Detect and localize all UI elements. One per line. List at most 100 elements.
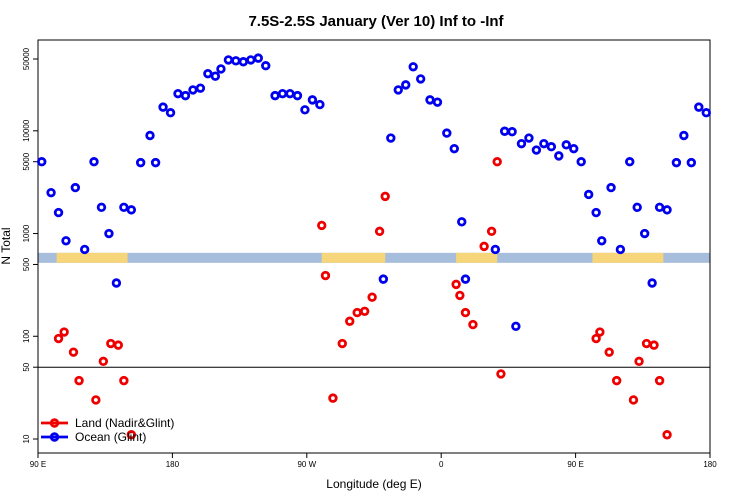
ocean-point <box>576 157 586 167</box>
land-point <box>53 333 64 344</box>
legend: Land (Nadir&Glint)Ocean (Glint) <box>41 416 174 444</box>
ocean-point <box>647 278 657 288</box>
land-point <box>367 292 377 302</box>
land-point <box>126 430 137 440</box>
ocean-point <box>386 133 396 143</box>
ocean-point <box>679 130 689 141</box>
ocean-point <box>393 85 403 95</box>
land-point <box>106 338 116 349</box>
ocean-point <box>180 90 191 101</box>
chart-title: 7.5S-2.5S January (Ver 10) Inf to -Inf <box>248 13 504 30</box>
land-point <box>611 375 622 386</box>
ocean-point <box>292 90 303 101</box>
ocean-point <box>119 202 129 213</box>
land-point <box>59 327 69 337</box>
land-point <box>359 306 370 317</box>
x-tick-label: 90 E <box>567 460 583 469</box>
land-point <box>641 338 652 349</box>
land-point <box>380 191 390 202</box>
ocean-point <box>686 157 697 168</box>
ocean-point <box>516 138 527 149</box>
y-axis: 10 50 100 500 1000 5000 10000 50000 <box>22 47 38 443</box>
land-segment <box>321 252 386 263</box>
land-point <box>496 369 506 379</box>
ocean-point <box>671 157 682 168</box>
ocean-point <box>300 105 310 115</box>
land-point <box>468 319 478 330</box>
ocean-point <box>53 207 64 218</box>
ocean-point <box>61 236 71 246</box>
legend-marker-land <box>49 418 60 428</box>
land-point <box>662 430 672 440</box>
ocean-point <box>554 151 564 161</box>
ocean-point <box>231 56 241 66</box>
x-tick-label: 90 W <box>297 460 316 469</box>
land-point <box>595 327 605 337</box>
ocean-point <box>457 217 467 227</box>
y-tick-label: 50000 <box>22 47 31 70</box>
ocean-point <box>701 108 711 118</box>
ocean-point <box>632 202 642 213</box>
ocean-point <box>70 182 81 193</box>
ocean-point <box>499 126 510 136</box>
y-tick-label: 100 <box>22 329 31 343</box>
ocean-point <box>37 157 47 167</box>
ocean-point <box>546 142 557 152</box>
ocean-point <box>432 97 443 107</box>
land-point <box>345 316 355 326</box>
x-axis-label: Longitude (deg E) <box>326 477 421 491</box>
data-points <box>37 53 711 440</box>
ocean-point <box>591 207 601 218</box>
land-point <box>352 307 362 318</box>
ocean-point <box>165 108 176 118</box>
ocean-point <box>46 187 56 198</box>
legend-label-land: Land (Nadir&Glint) <box>75 416 174 430</box>
y-tick-label: 50 <box>22 362 31 371</box>
ocean-point <box>662 205 672 215</box>
y-tick-label: 5000 <box>22 152 31 170</box>
ocean-point <box>511 321 521 332</box>
x-tick-label: 180 <box>703 460 717 469</box>
ocean-point <box>654 202 665 213</box>
ocean-point <box>270 90 280 101</box>
y-axis-label: N Total <box>0 227 13 264</box>
ocean-point <box>425 95 435 105</box>
land-point <box>628 395 639 405</box>
ocean-point <box>490 244 501 255</box>
land-point <box>451 279 461 290</box>
ocean-point <box>460 274 471 284</box>
land-point <box>119 375 129 386</box>
ocean-point <box>408 62 418 72</box>
ocean-point <box>378 274 389 284</box>
legend-label-ocean: Ocean (Glint) <box>75 430 146 444</box>
ocean-point <box>135 157 146 168</box>
land-point <box>591 333 601 344</box>
land-point <box>98 356 109 367</box>
land-point <box>337 338 347 349</box>
land-point <box>68 347 79 357</box>
x-axis: 90 E 180 90 W 0 90 E 180 <box>30 453 717 469</box>
ocean-point <box>238 57 249 67</box>
land-point <box>91 395 101 405</box>
ocean-point <box>150 157 161 168</box>
land-point <box>317 220 327 231</box>
land-point <box>479 241 489 252</box>
ocean-point <box>277 88 288 99</box>
ocean-point <box>315 99 325 110</box>
ocean-point <box>246 55 256 65</box>
land-point <box>374 226 385 237</box>
ocean-point <box>415 74 426 84</box>
land-point <box>649 340 659 350</box>
x-tick-label: 90 E <box>30 460 46 469</box>
map-strip <box>38 252 710 263</box>
ocean-point <box>507 127 517 137</box>
ocean-point <box>569 143 579 154</box>
ocean-point <box>449 143 459 154</box>
land-segment <box>592 252 664 263</box>
ocean-point <box>188 85 198 95</box>
y-tick-label: 10000 <box>22 119 31 142</box>
land-segment <box>456 252 498 263</box>
ocean-point <box>195 83 206 93</box>
ocean-point <box>561 140 571 150</box>
